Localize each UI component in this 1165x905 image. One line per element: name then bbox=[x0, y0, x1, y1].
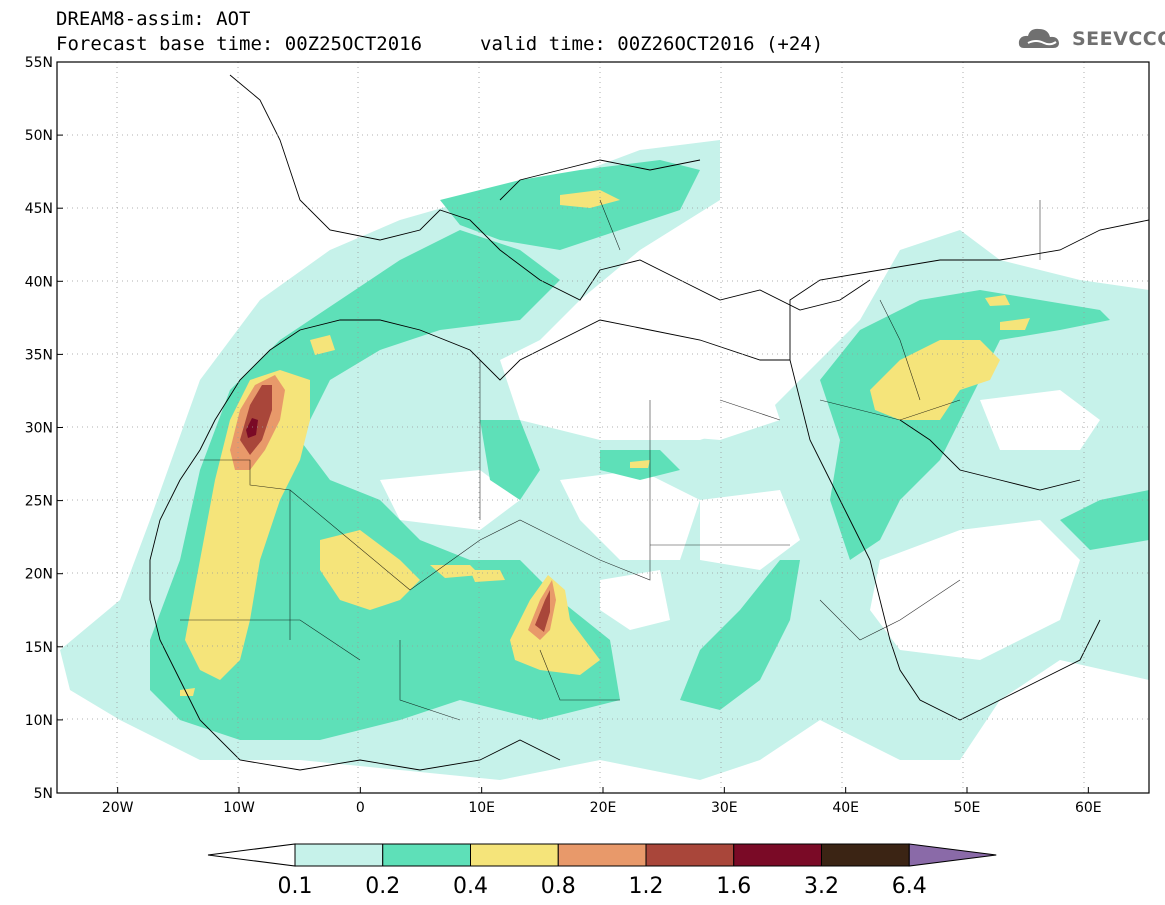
colorbar-label: 3.2 bbox=[804, 874, 839, 899]
lon-label: 50E bbox=[954, 800, 981, 816]
colorbar-label: 1.6 bbox=[716, 874, 751, 899]
lon-label: 10W bbox=[223, 800, 255, 816]
lat-label: 10N bbox=[25, 713, 53, 729]
forecast-base-time: Forecast base time: 00Z25OCT2016 bbox=[56, 33, 423, 55]
logo-text: SEEVCCC bbox=[1072, 28, 1165, 50]
colorbar-label: 0.1 bbox=[278, 874, 313, 899]
grid bbox=[57, 62, 1149, 793]
lat-label: 35N bbox=[25, 347, 53, 363]
map-title: DREAM8-assim: AOT bbox=[56, 8, 251, 30]
colorbar-label: 1.2 bbox=[629, 874, 664, 899]
lon-label: 30E bbox=[711, 800, 738, 816]
lat-ticks: 55N 50N 45N 40N 35N 30N 25N 20N 15N 10N 5N bbox=[25, 55, 63, 802]
lat-label: 45N bbox=[25, 201, 53, 217]
colorbar-label: 0.2 bbox=[365, 874, 400, 899]
lon-ticks: 20W 10W 0 10E 20E 30E 40E 50E 60E bbox=[102, 787, 1102, 816]
colorbar-segment bbox=[733, 843, 822, 867]
colorbar-max-triangle bbox=[908, 843, 997, 867]
lat-label: 5N bbox=[34, 786, 53, 802]
coastlines bbox=[149, 74, 1149, 771]
cloud-logo-icon bbox=[1018, 28, 1059, 48]
lon-label: 40E bbox=[832, 800, 859, 816]
lat-label: 30N bbox=[25, 421, 53, 437]
colorbar-segment bbox=[382, 843, 471, 867]
lon-label: 20E bbox=[590, 800, 617, 816]
colorbar-label: 0.8 bbox=[541, 874, 576, 899]
colorbar-min-triangle bbox=[207, 843, 296, 867]
colorbar-segment bbox=[294, 843, 384, 867]
colorbar-label: 6.4 bbox=[892, 874, 927, 899]
lat-label: 25N bbox=[25, 494, 53, 510]
aot-contours bbox=[57, 62, 1149, 793]
lat-label: 50N bbox=[25, 128, 53, 144]
colorbar-segment bbox=[470, 843, 559, 867]
borders bbox=[180, 199, 1041, 721]
colorbar-segment bbox=[557, 843, 647, 867]
lon-label: 10E bbox=[468, 800, 495, 816]
colorbar-segment bbox=[645, 843, 735, 867]
lon-label: 0 bbox=[356, 800, 365, 816]
lat-label: 55N bbox=[25, 55, 53, 71]
lat-label: 40N bbox=[25, 274, 53, 290]
lat-label: 15N bbox=[25, 640, 53, 656]
lon-label: 60E bbox=[1075, 800, 1102, 816]
lat-label: 20N bbox=[25, 567, 53, 583]
lon-label: 20W bbox=[102, 800, 134, 816]
colorbar-segment bbox=[821, 843, 910, 867]
valid-time: valid time: 00Z26OCT2016 (+24) bbox=[480, 33, 824, 55]
colorbar-label: 0.4 bbox=[453, 874, 488, 899]
